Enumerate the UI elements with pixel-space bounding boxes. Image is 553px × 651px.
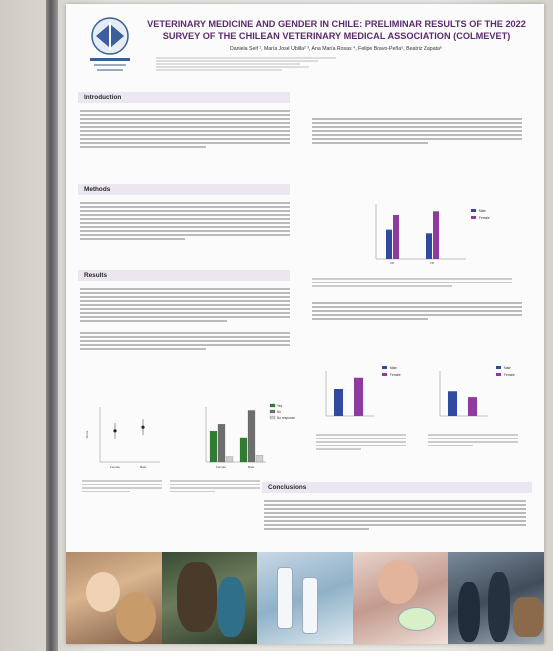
legend-swatch-female bbox=[382, 373, 387, 376]
bar-no-female bbox=[217, 424, 226, 463]
figure-2-caption bbox=[82, 478, 162, 500]
point-female bbox=[113, 429, 117, 433]
tick-label-male: Male bbox=[140, 465, 147, 469]
bar-yes-female bbox=[209, 430, 218, 463]
legend-label-male: Male bbox=[390, 366, 397, 370]
legend-swatch-no bbox=[269, 409, 276, 414]
legend-label-no: No bbox=[277, 410, 281, 414]
photo-vets-with-cattle bbox=[448, 552, 544, 644]
bar-no-response-female bbox=[225, 456, 234, 463]
legend-label-yes: Yes bbox=[277, 404, 283, 408]
chart-male-female-b: Male Female bbox=[439, 366, 515, 417]
bar-male-cd bbox=[386, 229, 392, 259]
chart-score-by-gender: Score Female Male bbox=[85, 407, 160, 469]
legend-label-female: Female bbox=[479, 216, 490, 220]
tick-label-fd: FD bbox=[430, 261, 435, 265]
poster: VETERINARY MEDICINE AND GENDER IN CHILE:… bbox=[66, 4, 544, 644]
bar-female bbox=[468, 397, 477, 416]
poster-title-line-2: SURVEY OF THE CHILEAN VETERINARY MEDICAL… bbox=[162, 31, 511, 41]
bar-female bbox=[354, 377, 363, 416]
methods-text-block bbox=[80, 200, 290, 260]
photo-lab-vials bbox=[257, 552, 353, 644]
figure-3-caption bbox=[170, 478, 260, 500]
photo-vet-with-horse bbox=[161, 552, 258, 644]
bar-male-fd bbox=[426, 233, 432, 259]
intro-text-block bbox=[80, 108, 290, 168]
legend-swatch-no-response bbox=[269, 415, 276, 420]
affiliations-block bbox=[156, 56, 336, 72]
legend-label-female: Female bbox=[390, 373, 401, 377]
legend-swatch-yes bbox=[269, 403, 276, 408]
metal-pole bbox=[46, 0, 58, 651]
point-male bbox=[141, 425, 145, 429]
legend-swatch-male bbox=[382, 366, 387, 369]
conclusions-text-block bbox=[264, 498, 526, 546]
bar-no-response-male bbox=[255, 455, 264, 463]
chart-yes-no-response: Female Male Yes No No response bbox=[205, 403, 295, 469]
photo-strip bbox=[66, 552, 544, 644]
bar-yes-male bbox=[239, 437, 248, 463]
bar-female-cd bbox=[393, 215, 399, 259]
legend-label-female: Female bbox=[504, 373, 515, 377]
bar-female-fd bbox=[433, 211, 439, 259]
legend-swatch-male bbox=[496, 366, 501, 369]
section-methods: Methods bbox=[78, 184, 290, 195]
colmevet-logo-icon bbox=[90, 17, 130, 71]
section-conclusions: Conclusions bbox=[262, 482, 532, 493]
figure-5-caption bbox=[428, 432, 518, 452]
bar-male bbox=[334, 389, 343, 416]
photo-vet-with-dog bbox=[66, 552, 162, 644]
section-introduction: Introduction bbox=[78, 92, 290, 103]
bar-male bbox=[448, 391, 457, 416]
bar-no-male bbox=[247, 410, 256, 463]
y-axis-label: Score bbox=[85, 430, 89, 438]
chart-male-female-a: Male Female bbox=[325, 366, 401, 417]
legend-swatch-female bbox=[496, 373, 501, 376]
figure-4-caption bbox=[316, 432, 406, 458]
poster-title-line-1: VETERINARY MEDICINE AND GENDER IN CHILE:… bbox=[147, 19, 526, 29]
results-text-block bbox=[80, 286, 290, 386]
legend-label-no-response: No response bbox=[277, 416, 295, 420]
legend-label-male: Male bbox=[479, 209, 486, 213]
section-results: Results bbox=[78, 270, 290, 281]
figure-1-caption bbox=[312, 276, 512, 292]
poster-title: VETERINARY MEDICINE AND GENDER IN CHILE:… bbox=[144, 18, 529, 42]
legend-swatch-female bbox=[471, 216, 476, 219]
chart-cd-fd: CD FD Male Female bbox=[375, 204, 490, 265]
intro-continuation-block bbox=[312, 116, 522, 161]
tick-label-female: Female bbox=[216, 465, 226, 469]
legend-swatch-male bbox=[471, 209, 476, 212]
legend-label-male: Male bbox=[504, 366, 511, 370]
tick-label-cd: CD bbox=[390, 261, 395, 265]
photo-researcher-petri-dish bbox=[352, 552, 449, 644]
results-right-text-block bbox=[312, 300, 522, 330]
tick-label-male: Male bbox=[248, 465, 255, 469]
tick-label-female: Female bbox=[110, 465, 120, 469]
authors: Daniela Seif ¹, María José Ubilla² ³, An… bbox=[229, 46, 443, 52]
